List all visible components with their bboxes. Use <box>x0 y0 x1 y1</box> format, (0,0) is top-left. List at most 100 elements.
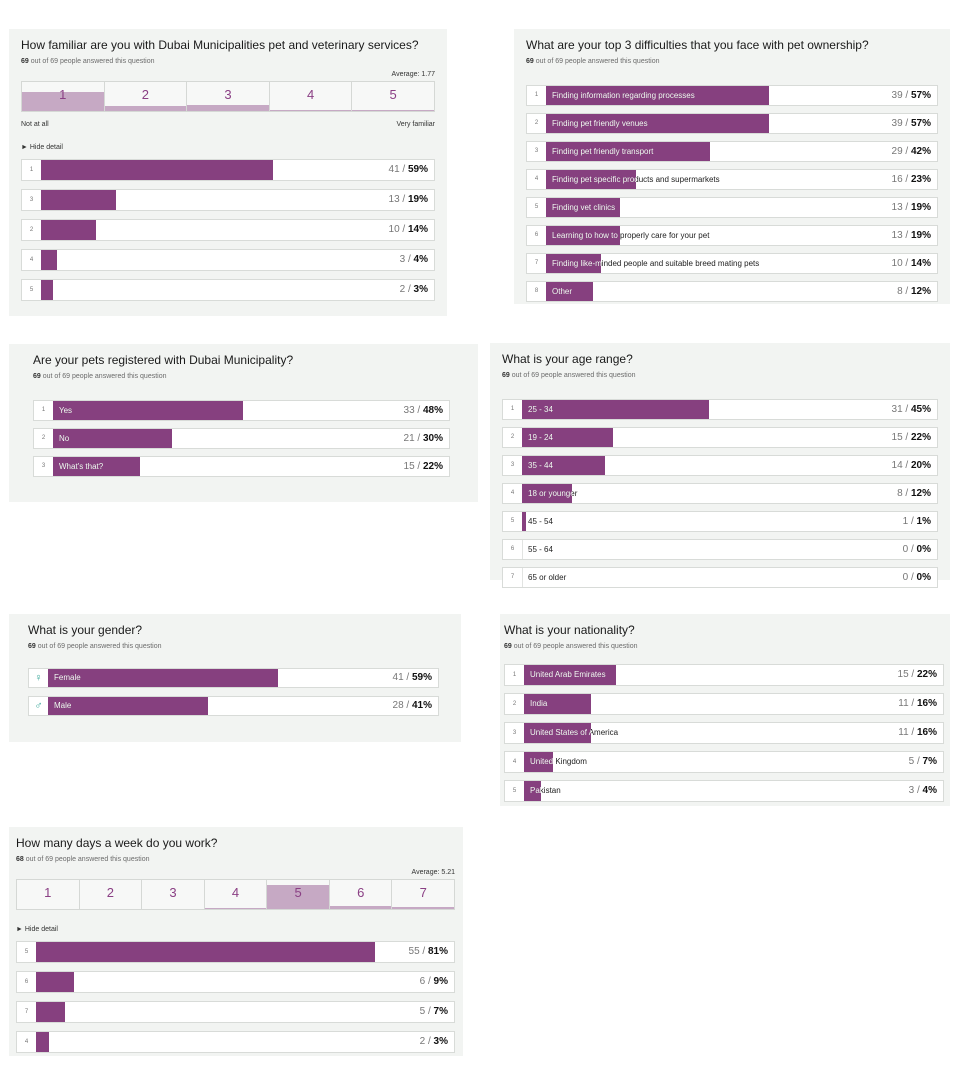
row-index: 2 <box>22 220 42 240</box>
response-count: 41 <box>388 164 400 175</box>
question-title: What is your age range? <box>502 352 633 366</box>
result-row: 3 What's that? What's that? 15 / 22% <box>33 456 450 477</box>
hide-detail-toggle[interactable]: ► Hide detail <box>21 144 63 151</box>
familiarity-panel: How familiar are you with Dubai Municipa… <box>9 29 447 316</box>
option-label-on-bar: Finding pet specific products and superm… <box>552 175 636 184</box>
bar-track <box>41 160 434 180</box>
row-index: 1 <box>503 400 523 419</box>
result-bar <box>36 1002 66 1022</box>
response-count: 41 <box>392 672 404 683</box>
response-percent: 7% <box>922 756 937 767</box>
result-bar <box>48 697 208 715</box>
bar-track: 45 - 5445 - 54 <box>522 512 937 531</box>
row-index: 1 <box>505 665 525 685</box>
scale-fill <box>267 885 329 909</box>
row-index: 1 <box>527 86 547 105</box>
scale-option-2[interactable]: 2 <box>104 82 188 111</box>
bar-track <box>36 1032 454 1052</box>
answered-count: 69 out of 69 people answered this questi… <box>504 643 944 650</box>
bar-track: Finding pet friendly transport Finding pe… <box>546 142 937 161</box>
option-label: United States of America <box>530 728 619 737</box>
scale-fill <box>104 106 187 111</box>
gender-panel: What is your gender? 69 out of 69 people … <box>9 614 461 742</box>
bar-track: 35 - 44 35 - 44 <box>522 456 937 475</box>
scale-option-6[interactable]: 6 <box>329 880 393 909</box>
option-label: Finding like-minded people and suitable … <box>552 259 760 268</box>
result-value: 39 / 57% <box>891 90 931 101</box>
response-count: 10 <box>388 224 400 235</box>
results-list: 1 25 - 34 25 - 34 31 / 45% 2 19 - 24 19 - 24 15… <box>502 399 938 588</box>
scale-option-5[interactable]: 5 <box>267 880 330 909</box>
option-label-on-bar: Finding information regarding processes <box>552 91 695 100</box>
response-percent: 16% <box>916 727 937 738</box>
option-label: Finding pet specific products and superm… <box>552 175 720 184</box>
bar-track <box>36 1002 454 1022</box>
result-bar <box>546 114 769 133</box>
scale-number: 2 <box>106 885 114 900</box>
scale-option-1[interactable]: 1 <box>17 880 80 909</box>
scale-option-3[interactable]: 3 <box>187 82 270 111</box>
result-bar <box>41 160 273 180</box>
result-bar <box>522 400 709 419</box>
option-label: Male <box>54 701 72 710</box>
rating-scale: 1 2 3 4 5 <box>21 81 435 112</box>
average-label: Average: 1.77 <box>391 71 435 78</box>
scale-number: 1 <box>44 885 52 900</box>
option-label-on-bar: United States of America <box>530 728 591 737</box>
result-bar <box>36 972 74 992</box>
answered-text: out of 69 people answered this question <box>513 643 638 650</box>
scale-option-4[interactable]: 4 <box>204 880 268 909</box>
result-value: 14 / 20% <box>891 460 931 471</box>
hide-detail-toggle[interactable]: ► Hide detail <box>16 926 58 933</box>
answered-text: out of 69 people answered this question <box>511 372 636 379</box>
bar-track: No No <box>53 429 449 448</box>
row-index: 5 <box>503 512 523 531</box>
rating-scale: 1 2 3 4 5 6 7 <box>16 879 455 910</box>
scale-option-3[interactable]: 3 <box>142 880 205 909</box>
scale-option-1[interactable]: 1 <box>22 82 105 111</box>
result-bar <box>546 198 621 217</box>
scale-option-5[interactable]: 5 <box>352 82 434 111</box>
response-percent: 22% <box>916 669 937 680</box>
result-value: 31 / 45% <box>891 404 931 415</box>
response-percent: 14% <box>910 258 931 269</box>
response-count: 2 <box>399 284 406 295</box>
result-row: 5 55 / 81% <box>16 941 455 963</box>
option-label-on-bar: 35 - 44 <box>528 461 553 470</box>
option-label: India <box>530 699 548 708</box>
average-label: Average: 5.21 <box>411 869 455 876</box>
scale-labels: Not at all Very familiar <box>21 121 435 128</box>
result-value: 5 / 7% <box>908 756 937 767</box>
scale-option-7[interactable]: 7 <box>392 880 455 909</box>
question-title: What is your gender? <box>28 623 143 637</box>
response-percent: 57% <box>910 90 931 101</box>
response-count: 3 <box>399 254 406 265</box>
option-label: No <box>59 434 70 443</box>
row-index: 4 <box>527 170 547 189</box>
scale-option-2[interactable]: 2 <box>80 880 143 909</box>
scale-fill <box>352 110 434 111</box>
row-index: 6 <box>527 226 547 245</box>
result-bar <box>522 512 527 531</box>
result-bar <box>36 1032 49 1052</box>
response-count: 21 <box>403 433 415 444</box>
bar-track: 55 - 6455 - 64 <box>522 540 937 559</box>
result-row: 4 Finding pet specific products and super… <box>526 169 938 190</box>
results-list: 1 United Arab Emirates United Arab Emirate… <box>504 664 944 802</box>
nationality-panel: What is your nationality? 69 out of 69 pe… <box>500 614 950 806</box>
result-value: 15 / 22% <box>897 669 937 680</box>
response-count: 0 <box>902 544 909 555</box>
bar-track: Finding pet specific products and superm… <box>546 170 937 189</box>
result-bar <box>41 280 53 300</box>
response-percent: 0% <box>916 544 931 555</box>
row-index: 1 <box>34 401 54 420</box>
result-value: 11 / 16% <box>898 698 937 709</box>
result-bar <box>48 669 279 687</box>
result-row: 5PakistanPakistan3 / 4% <box>504 780 944 802</box>
response-count: 15 <box>891 432 903 443</box>
response-count: 3 <box>908 785 915 796</box>
response-count: 13 <box>891 230 903 241</box>
response-percent: 42% <box>910 146 931 157</box>
scale-option-4[interactable]: 4 <box>269 82 353 111</box>
